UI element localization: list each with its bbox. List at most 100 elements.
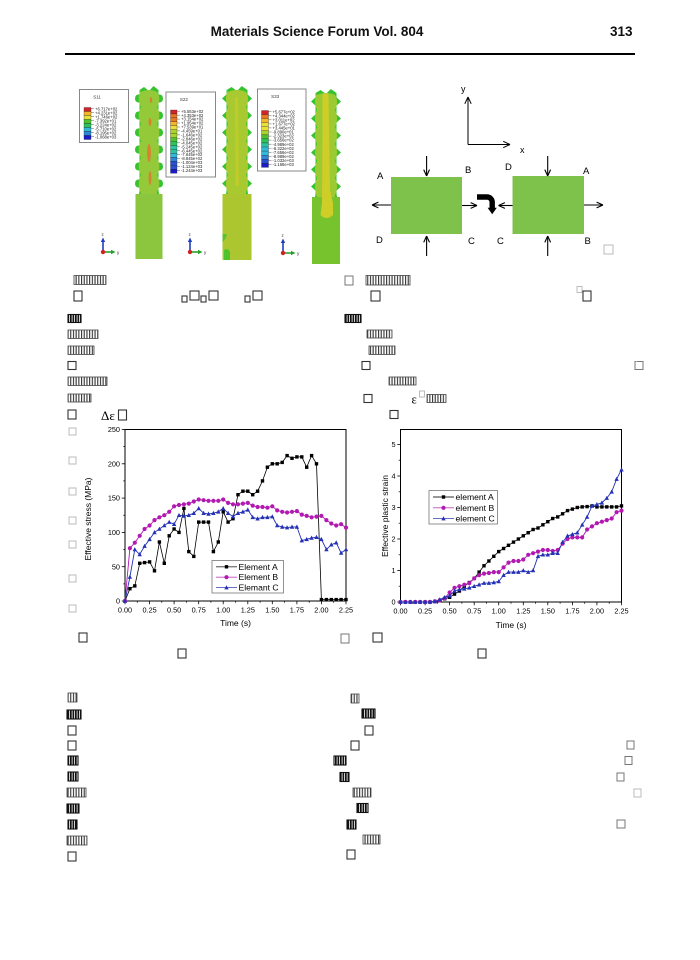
svg-text:-3.656e+02: -3.656e+02 xyxy=(273,138,295,143)
svg-text:1.25: 1.25 xyxy=(241,606,255,615)
svg-text:-6.445e+02: -6.445e+02 xyxy=(181,148,203,153)
svg-text:3: 3 xyxy=(391,503,395,512)
svg-text:0.25: 0.25 xyxy=(418,607,432,616)
svg-text:-5.245e+02: -5.245e+02 xyxy=(181,144,203,149)
svg-text:-2.846e+02: -2.846e+02 xyxy=(181,137,203,142)
svg-text:+1.954e+02: +1.954e+02 xyxy=(181,121,204,126)
svg-text:S22: S22 xyxy=(180,97,189,102)
svg-text:S11: S11 xyxy=(93,95,101,100)
svg-text:0.50: 0.50 xyxy=(167,606,181,615)
svg-text:element C: element C xyxy=(456,514,495,524)
svg-text:B: B xyxy=(465,165,471,176)
svg-text:1.75: 1.75 xyxy=(290,606,304,615)
svg-text:-3.224e+02: -3.224e+02 xyxy=(95,122,117,127)
svg-text:200: 200 xyxy=(108,459,120,468)
svg-text:+5.553e+02: +5.553e+02 xyxy=(181,109,204,114)
svg-text:S33: S33 xyxy=(271,94,280,99)
svg-text:100: 100 xyxy=(108,528,120,537)
svg-text:0.50: 0.50 xyxy=(442,607,456,616)
svg-text:+1.677e+02: +1.677e+02 xyxy=(273,122,296,127)
svg-text:y: y xyxy=(117,250,120,255)
svg-text:4: 4 xyxy=(391,472,395,481)
svg-text:0.75: 0.75 xyxy=(467,607,481,616)
svg-text:1.75: 1.75 xyxy=(565,607,579,616)
svg-text:element B: element B xyxy=(456,503,495,513)
svg-text:y: y xyxy=(204,250,207,255)
svg-text:2.25: 2.25 xyxy=(614,607,628,616)
svg-text:-2.323e+02: -2.323e+02 xyxy=(273,134,295,139)
svg-text:-7.656e+02: -7.656e+02 xyxy=(273,150,295,155)
svg-text:-8.845e+02: -8.845e+02 xyxy=(181,156,203,161)
svg-text:-1.646e+02: -1.646e+02 xyxy=(181,133,203,138)
svg-text:Element A: Element A xyxy=(239,562,278,572)
svg-text:1.00: 1.00 xyxy=(492,607,506,616)
svg-text:z: z xyxy=(102,232,105,237)
svg-text:-1.244e+03: -1.244e+03 xyxy=(181,168,203,173)
svg-text:1.50: 1.50 xyxy=(541,607,555,616)
svg-text:-5.710e+02: -5.710e+02 xyxy=(95,126,117,131)
svg-text:Time (s): Time (s) xyxy=(496,620,527,630)
svg-text:B: B xyxy=(585,236,591,247)
svg-text:-1.004e+03: -1.004e+03 xyxy=(181,160,203,165)
svg-text:50: 50 xyxy=(112,562,120,571)
svg-text:A: A xyxy=(377,171,384,182)
svg-text:0.00: 0.00 xyxy=(118,606,132,615)
svg-text:+3.011e+02: +3.011e+02 xyxy=(273,117,296,122)
svg-text:+7.539e+01: +7.539e+01 xyxy=(181,125,204,130)
svg-text:-1.068e+03: -1.068e+03 xyxy=(95,134,117,139)
svg-text:1.50: 1.50 xyxy=(265,606,279,615)
svg-text:+1.746e+02: +1.746e+02 xyxy=(95,114,118,119)
svg-text:-4.045e+02: -4.045e+02 xyxy=(181,140,203,145)
svg-text:x: x xyxy=(520,145,525,155)
svg-text:+6.717e+02: +6.717e+02 xyxy=(95,106,118,111)
svg-text:A: A xyxy=(583,166,590,177)
svg-text:Time (s): Time (s) xyxy=(220,618,251,628)
svg-text:z: z xyxy=(282,233,285,238)
svg-text:ε: ε xyxy=(412,393,417,407)
svg-text:1: 1 xyxy=(391,566,395,575)
svg-text:+4.344e+02: +4.344e+02 xyxy=(273,113,296,118)
svg-text:Element B: Element B xyxy=(239,572,279,582)
svg-text:y: y xyxy=(297,251,300,256)
svg-text:y: y xyxy=(461,84,466,94)
svg-text:C: C xyxy=(468,236,475,247)
svg-text:2.25: 2.25 xyxy=(339,606,353,615)
svg-text:D: D xyxy=(376,235,383,246)
svg-text:-4.989e+02: -4.989e+02 xyxy=(273,142,295,147)
svg-text:-8.989e+02: -8.989e+02 xyxy=(273,154,295,159)
svg-text:+5.677e+02: +5.677e+02 xyxy=(273,109,296,114)
svg-text:Effective plastic strain: Effective plastic strain xyxy=(380,475,390,557)
svg-text:-1.166e+03: -1.166e+03 xyxy=(273,162,295,167)
svg-text:Δε: Δε xyxy=(101,408,115,423)
svg-text:-9.890e+01: -9.890e+01 xyxy=(273,130,295,135)
svg-text:2: 2 xyxy=(391,535,395,544)
svg-text:0.00: 0.00 xyxy=(393,607,407,616)
svg-text:250: 250 xyxy=(108,425,120,434)
svg-text:-4.459e+01: -4.459e+01 xyxy=(181,129,203,134)
svg-text:-7.645e+02: -7.645e+02 xyxy=(181,152,203,157)
svg-text:2.00: 2.00 xyxy=(590,607,604,616)
svg-text:0.25: 0.25 xyxy=(142,606,156,615)
svg-text:+3.154e+02: +3.154e+02 xyxy=(181,117,204,122)
svg-text:+4.231e+02: +4.231e+02 xyxy=(95,110,118,115)
svg-text:2.00: 2.00 xyxy=(314,606,328,615)
svg-text:1.00: 1.00 xyxy=(216,606,230,615)
svg-text:-8.195e+02: -8.195e+02 xyxy=(95,130,117,135)
svg-text:-1.032e+03: -1.032e+03 xyxy=(273,158,295,163)
svg-text:0.75: 0.75 xyxy=(192,606,206,615)
svg-text:z: z xyxy=(189,232,192,237)
svg-text:+3.445e+01: +3.445e+01 xyxy=(273,126,296,131)
svg-text:0: 0 xyxy=(391,598,395,607)
svg-text:element A: element A xyxy=(456,492,494,502)
svg-text:5: 5 xyxy=(391,440,395,449)
svg-text:1.25: 1.25 xyxy=(516,607,530,616)
svg-text:Elemant C: Elemant C xyxy=(239,583,279,593)
svg-text:-6.322e+02: -6.322e+02 xyxy=(273,146,295,151)
svg-text:150: 150 xyxy=(108,494,120,503)
svg-text:+4.353e+02: +4.353e+02 xyxy=(181,113,204,118)
svg-text:0: 0 xyxy=(116,597,120,606)
svg-text:Effective stress (MPa): Effective stress (MPa) xyxy=(83,477,93,560)
svg-text:C: C xyxy=(497,236,504,247)
svg-text:-7.392e+01: -7.392e+01 xyxy=(95,118,117,123)
svg-text:-1.124e+03: -1.124e+03 xyxy=(181,164,203,169)
